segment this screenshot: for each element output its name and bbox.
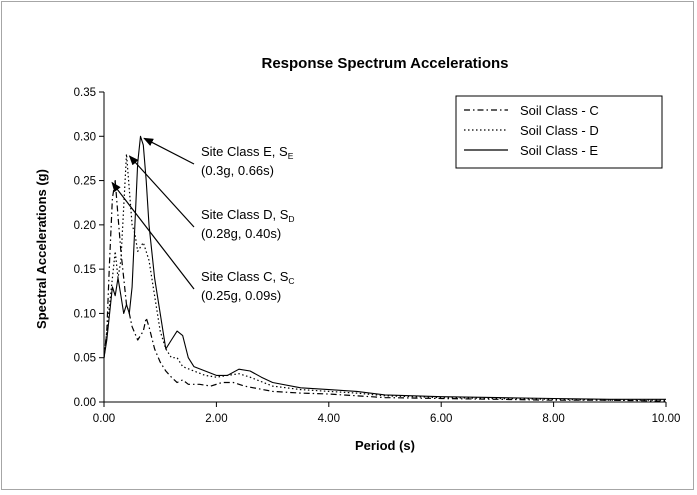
- x-tick-label: 8.00: [542, 413, 564, 425]
- annotation-subscript: D: [288, 214, 294, 224]
- x-tick-label: 10.00: [652, 413, 681, 425]
- annotation-label-2: Site Class D, SD: [201, 207, 295, 224]
- y-tick-label: 0.35: [74, 87, 96, 99]
- y-tick-label: 0.30: [74, 131, 96, 143]
- x-tick-label: 2.00: [205, 413, 227, 425]
- y-tick-label: 0.00: [74, 397, 96, 409]
- annotation-text: Site Class C, S: [201, 269, 289, 284]
- annotation-arrow-3: [112, 183, 194, 289]
- annotation-text: Site Class E, S: [201, 144, 288, 159]
- series-layer: [104, 136, 666, 401]
- chart-title: Response Spectrum Accelerations: [261, 55, 508, 72]
- annotation-subscript: C: [288, 276, 294, 286]
- y-tick-label: 0.05: [74, 353, 96, 365]
- legend-label-1: Soil Class - C: [520, 103, 599, 118]
- annotation-value-3: (0.25g, 0.09s): [201, 288, 281, 303]
- annotation-value-2: (0.28g, 0.40s): [201, 226, 281, 241]
- annotation-text: Site Class D, S: [201, 207, 289, 222]
- y-tick-label: 0.25: [74, 176, 96, 188]
- x-tick-label: 0.00: [93, 413, 115, 425]
- y-tick-label: 0.15: [74, 264, 96, 276]
- annotation-value-1: (0.3g, 0.66s): [201, 163, 274, 178]
- series-line-3: [104, 136, 666, 399]
- legend-label-2: Soil Class - D: [520, 123, 599, 138]
- x-tick-label: 4.00: [318, 413, 340, 425]
- annotation-arrow-1: [144, 138, 194, 164]
- annotation-label-3: Site Class C, SC: [201, 269, 295, 286]
- x-tick-label: 6.00: [430, 413, 452, 425]
- series-line-2: [104, 154, 666, 400]
- y-tick-label: 0.10: [74, 308, 96, 320]
- annotation-arrow-2: [129, 156, 194, 227]
- x-axis-title: Period (s): [355, 438, 415, 453]
- series-line-1: [104, 181, 666, 402]
- legend-label-3: Soil Class - E: [520, 143, 598, 158]
- y-tick-label: 0.20: [74, 220, 96, 232]
- y-axis-title: Spectral Accelerations (g): [34, 169, 49, 329]
- annotation-layer: Site Class E, SE (0.3g, 0.66s) Site Class …: [112, 138, 295, 303]
- legend: Soil Class - C Soil Class - D Soil Class -…: [456, 96, 662, 168]
- annotation-subscript: E: [288, 151, 294, 161]
- annotation-label-1: Site Class E, SE: [201, 144, 294, 161]
